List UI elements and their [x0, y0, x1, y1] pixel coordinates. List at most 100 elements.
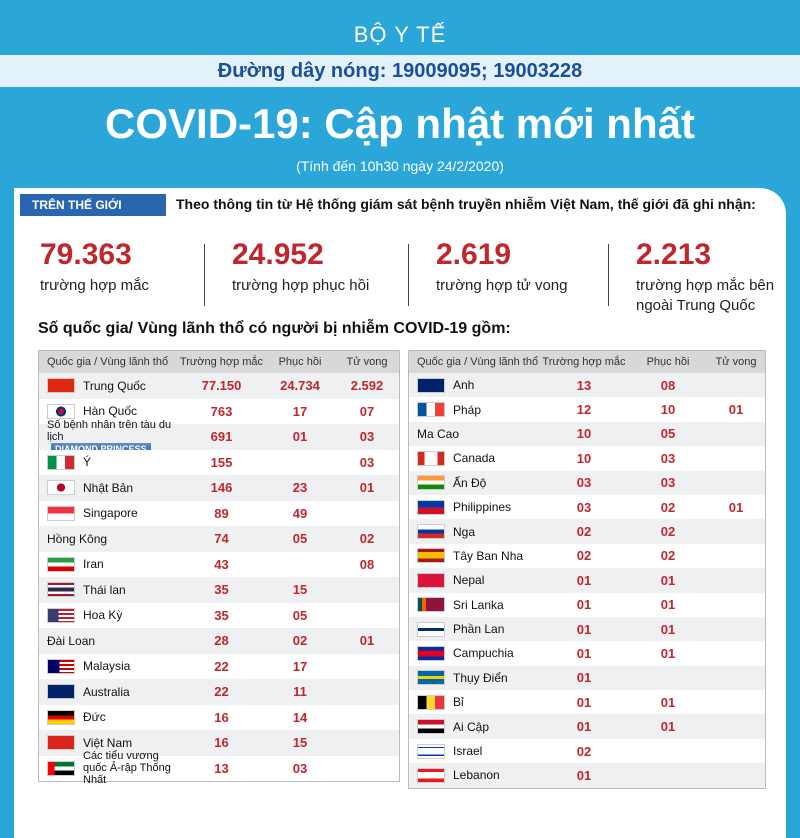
row: Thụy Điển 01 — [409, 666, 765, 690]
country-cell: Phần Lan — [409, 621, 539, 637]
country-cell: Hoa Kỳ — [39, 607, 179, 623]
country: Hồng Kông — [47, 531, 108, 546]
flag — [47, 556, 75, 572]
column-header: Quốc gia / Vùng lãnh thổ — [47, 356, 169, 368]
cell: 23 — [292, 480, 308, 496]
header-row: Quốc gia / Vùng lãnh thổ Trường hợp mắc Ph… — [39, 351, 399, 373]
cell: 74 — [214, 531, 229, 547]
cell: 17 — [292, 658, 308, 674]
country-cell: Campuchia — [409, 645, 539, 661]
flag — [47, 684, 75, 700]
flag — [417, 719, 445, 735]
country-cell: Tây Ban Nha — [409, 548, 539, 564]
country: Bỉ — [453, 695, 464, 710]
country: Việt Nam — [83, 735, 133, 750]
column-header: Tử vong — [715, 356, 757, 368]
stat: 24.952 trường hợp phục hồi — [232, 238, 422, 296]
row: Campuchia 01 01 — [409, 641, 765, 666]
cell: 01 — [660, 572, 676, 588]
cell: 03 — [359, 429, 375, 445]
country: Sri Lanka — [453, 597, 504, 612]
row: Đức 16 14 — [39, 704, 399, 730]
cell: 15 — [292, 582, 308, 598]
cell: 01 — [576, 645, 592, 661]
row: Nepal 01 01 — [409, 568, 765, 592]
flag — [417, 377, 445, 393]
flag — [47, 607, 75, 623]
row: Nga 02 02 — [409, 519, 765, 543]
row: Australia 22 11 — [39, 679, 399, 705]
cell: 13 — [214, 760, 229, 776]
flag — [47, 658, 75, 674]
cell: 02 — [292, 633, 308, 649]
cell: 10 — [576, 450, 592, 466]
cell: 43 — [214, 556, 229, 572]
cell: 01 — [576, 694, 592, 710]
country: Campuchia — [453, 646, 514, 661]
cell: 01 — [728, 402, 744, 418]
country: Ấn Độ — [453, 475, 487, 490]
cell: 02 — [576, 743, 592, 759]
flag — [47, 480, 75, 496]
cell: 03 — [660, 475, 676, 491]
flag — [47, 735, 75, 751]
country-cell: Đài Loan — [39, 634, 179, 648]
cell: 01 — [660, 621, 676, 637]
flag — [417, 694, 445, 710]
stat-value: 2.619 — [436, 238, 512, 271]
flag — [417, 524, 445, 540]
cell: 02 — [576, 548, 592, 564]
separator — [408, 244, 409, 306]
flag — [47, 454, 75, 470]
country-cell: Israel — [409, 743, 539, 759]
row: Hàn Quốc 763 17 07 — [39, 398, 399, 424]
row: Ý 155 03 — [39, 449, 399, 475]
country-cell: Nhật Bản — [39, 480, 179, 496]
flag — [417, 402, 445, 418]
separator — [204, 244, 205, 306]
flag — [47, 760, 75, 776]
column-header: Tử vong — [346, 356, 388, 368]
cell: 22 — [214, 658, 229, 674]
country: Australia — [83, 684, 130, 699]
country: Singapore — [83, 506, 138, 521]
cell: 01 — [359, 633, 375, 649]
row: Anh 13 08 — [409, 373, 765, 397]
country: Thụy Điển — [453, 670, 508, 685]
country: Số bệnh nhân trên tàu du lịch — [47, 418, 172, 443]
cell: 12 — [576, 402, 592, 418]
stat-label: trường hợp mắc — [40, 277, 149, 294]
section-label: TRÊN THẾ GIỚI — [20, 194, 166, 216]
title: COVID-19: Cập nhật mới nhất — [105, 100, 695, 147]
agency: BỘ Y TẾ — [353, 22, 447, 47]
flag — [417, 475, 445, 491]
cell: 146 — [210, 480, 233, 496]
country: Anh — [453, 378, 475, 393]
cell: 15 — [292, 735, 308, 751]
flag — [417, 597, 445, 613]
country: Tây Ban Nha — [453, 548, 524, 563]
stat-value: 79.363 — [40, 238, 132, 271]
country-cell: Malaysia — [39, 658, 179, 674]
stat-label: trường hợp mắc bên ngoài Trung Quốc — [636, 277, 775, 314]
country: Nhật Bản — [83, 480, 134, 495]
flag — [417, 645, 445, 661]
table-heading: Số quốc gia/ Vùng lãnh thổ có người bị n… — [38, 320, 511, 337]
country-cell: Singapore — [39, 505, 179, 521]
column-header: Phục hồi — [646, 356, 690, 368]
row: Iran 43 08 — [39, 551, 399, 577]
cell: 10 — [660, 402, 676, 418]
cell: 05 — [292, 531, 308, 547]
row: Hồng Kông 74 05 02 — [39, 526, 399, 552]
flag — [417, 499, 445, 515]
column-header: Trường hợp mắc — [179, 356, 264, 368]
row: Pháp 12 10 01 — [409, 397, 765, 422]
country-cell: Anh — [409, 377, 539, 393]
cell: 17 — [292, 403, 308, 419]
column-header: Trường hợp mắc — [542, 356, 626, 368]
stat-label: trường hợp tử vong — [436, 277, 568, 294]
separator — [608, 244, 609, 306]
row: Việt Nam 16 15 — [39, 730, 399, 756]
country-cell: Việt Nam — [39, 735, 179, 751]
